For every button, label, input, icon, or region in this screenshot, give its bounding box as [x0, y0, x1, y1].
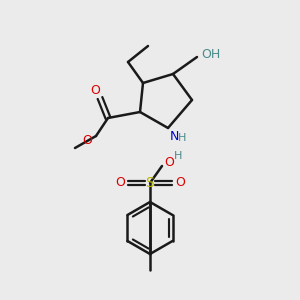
Text: O: O — [175, 176, 185, 190]
Text: O: O — [164, 157, 174, 169]
Text: O: O — [115, 176, 125, 190]
Text: N: N — [169, 130, 179, 143]
Text: OH: OH — [201, 47, 220, 61]
Text: O: O — [90, 85, 100, 98]
Text: H: H — [178, 133, 186, 143]
Text: H: H — [174, 151, 182, 161]
Text: O: O — [82, 134, 92, 146]
Text: S: S — [146, 176, 154, 190]
